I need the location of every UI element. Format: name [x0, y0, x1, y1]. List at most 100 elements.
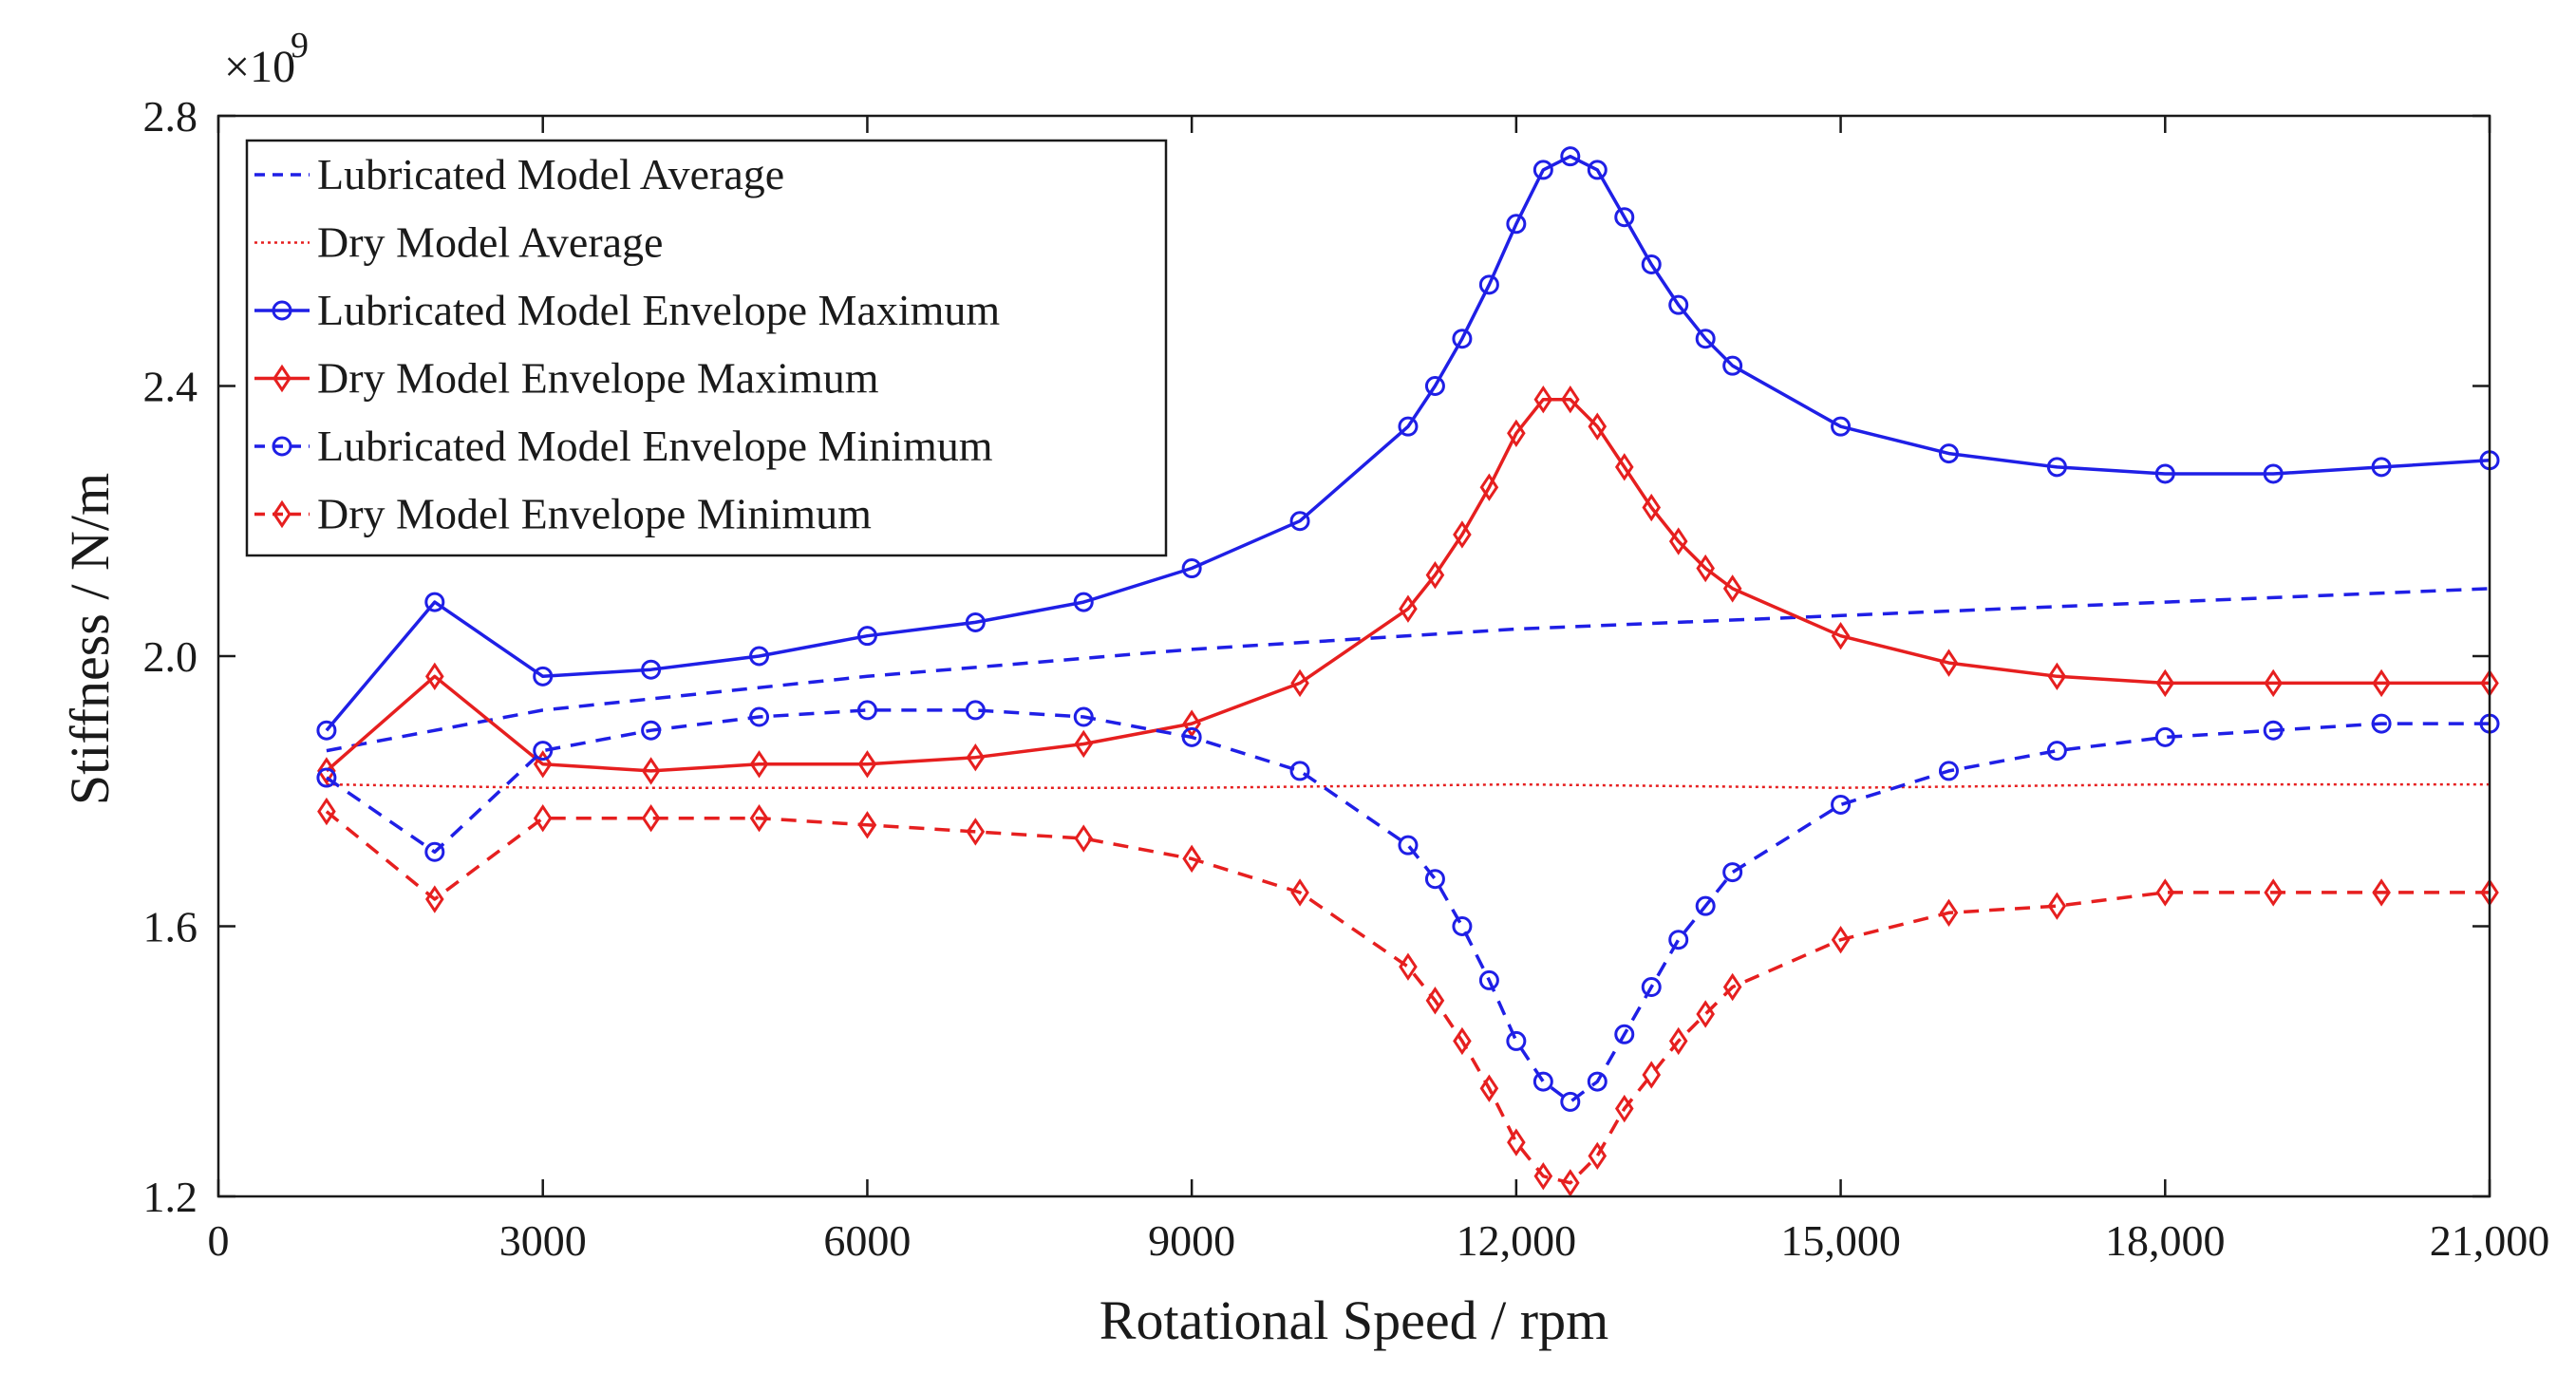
data-point: [965, 700, 986, 721]
data-point: [1074, 729, 1094, 759]
data-point: [1479, 473, 1499, 501]
data-point: [533, 666, 554, 687]
x-tick-label: 0: [208, 1216, 230, 1265]
x-tick-label: 21,000: [2430, 1216, 2550, 1265]
data-point: [1641, 977, 1662, 998]
data-point: [316, 767, 337, 788]
data-point: [1532, 160, 1553, 180]
data-point: [1587, 1071, 1608, 1092]
data-point: [1722, 355, 1743, 376]
data-point: [2046, 741, 2067, 762]
data-point: [1533, 386, 1553, 414]
data-point: [641, 659, 662, 680]
y-axis-multiplier-exponent: 9: [291, 26, 309, 66]
data-point: [1181, 726, 1202, 747]
data-point: [1182, 709, 1201, 738]
data-point: [1560, 146, 1581, 167]
data-point: [2046, 457, 2067, 478]
data-point: [1831, 926, 1851, 954]
data-point: [1939, 649, 1959, 677]
data-point: [1289, 761, 1310, 781]
data-point: [1614, 453, 1634, 481]
data-point: [317, 797, 336, 826]
series-line: [325, 810, 2490, 1185]
y-tick-label: 2.4: [143, 363, 198, 411]
y-tick-label: 2.8: [143, 92, 198, 141]
x-tick-label: 9000: [1148, 1216, 1235, 1265]
data-point: [1641, 254, 1662, 274]
y-tick-label: 2.0: [143, 632, 198, 681]
data-point: [1424, 376, 1445, 396]
legend-marker: [272, 300, 292, 321]
data-point: [1668, 930, 1689, 950]
series-4: [317, 386, 2499, 785]
data-point: [1424, 869, 1445, 890]
data-point: [856, 700, 877, 721]
data-point: [749, 750, 769, 779]
data-point: [1696, 554, 1715, 583]
legend-marker: [273, 364, 291, 393]
data-point: [533, 750, 553, 779]
data-point: [1532, 1071, 1553, 1092]
series-5: [316, 700, 2500, 1112]
data-point: [1668, 294, 1689, 315]
data-point: [425, 662, 444, 691]
series-6: [317, 797, 2499, 1197]
data-point: [1831, 416, 1852, 437]
data-point: [641, 757, 661, 785]
data-point: [966, 743, 986, 772]
data-point: [1560, 1091, 1581, 1112]
data-point: [1695, 329, 1716, 349]
x-tick-label: 15,000: [1780, 1216, 1901, 1265]
legend: Lubricated Model Average Dry Model Averag…: [245, 139, 1168, 557]
data-point: [641, 720, 662, 741]
data-point: [1507, 419, 1526, 447]
series-line: [325, 397, 2490, 773]
data-point: [1614, 1024, 1635, 1044]
series-line: [326, 587, 2491, 753]
data-point: [2155, 878, 2175, 907]
data-point: [1722, 574, 1742, 603]
legend-label: Dry Model Average: [317, 218, 663, 267]
data-point: [1074, 824, 1094, 853]
data-point: [857, 811, 877, 839]
y-axis-label: Stiffness / N/m: [59, 473, 121, 805]
data-point: [1695, 895, 1716, 916]
data-point: [1506, 1030, 1527, 1051]
data-point: [317, 757, 336, 785]
plot-series: [316, 146, 2500, 1197]
data-point: [1696, 1000, 1715, 1028]
data-point: [1614, 207, 1635, 228]
data-point: [1533, 1161, 1553, 1191]
legend-label: Lubricated Model Envelope Minimum: [317, 422, 993, 470]
legend-label: Lubricated Model Average: [317, 150, 784, 198]
x-tick-label: 18,000: [2105, 1216, 2226, 1265]
data-point: [1506, 214, 1527, 235]
y-tick-label: 1.6: [143, 903, 198, 951]
data-point: [966, 818, 986, 846]
data-point: [1668, 527, 1688, 555]
legend-label: Dry Model Envelope Maximum: [317, 354, 879, 403]
legend-box: [245, 139, 1168, 557]
data-point: [1642, 1061, 1662, 1089]
data-point: [1939, 898, 1959, 927]
y-axis-multiplier: ×10: [224, 42, 295, 92]
data-point: [856, 626, 877, 647]
data-point: [1452, 916, 1473, 936]
data-point: [2264, 668, 2283, 698]
data-point: [1290, 668, 1309, 698]
data-point: [424, 592, 445, 612]
data-point: [641, 803, 661, 833]
x-axis-label: Rotational Speed / rpm: [1100, 1289, 1608, 1351]
data-point: [1479, 1074, 1499, 1102]
data-point: [533, 803, 553, 833]
data-point: [1453, 1026, 1472, 1056]
data-point: [1614, 1094, 1634, 1123]
data-point: [1073, 592, 1094, 612]
data-point: [1831, 621, 1851, 650]
data-point: [2154, 726, 2175, 747]
data-point: [749, 706, 770, 727]
data-point: [2154, 463, 2175, 484]
data-point: [1722, 972, 1742, 1002]
